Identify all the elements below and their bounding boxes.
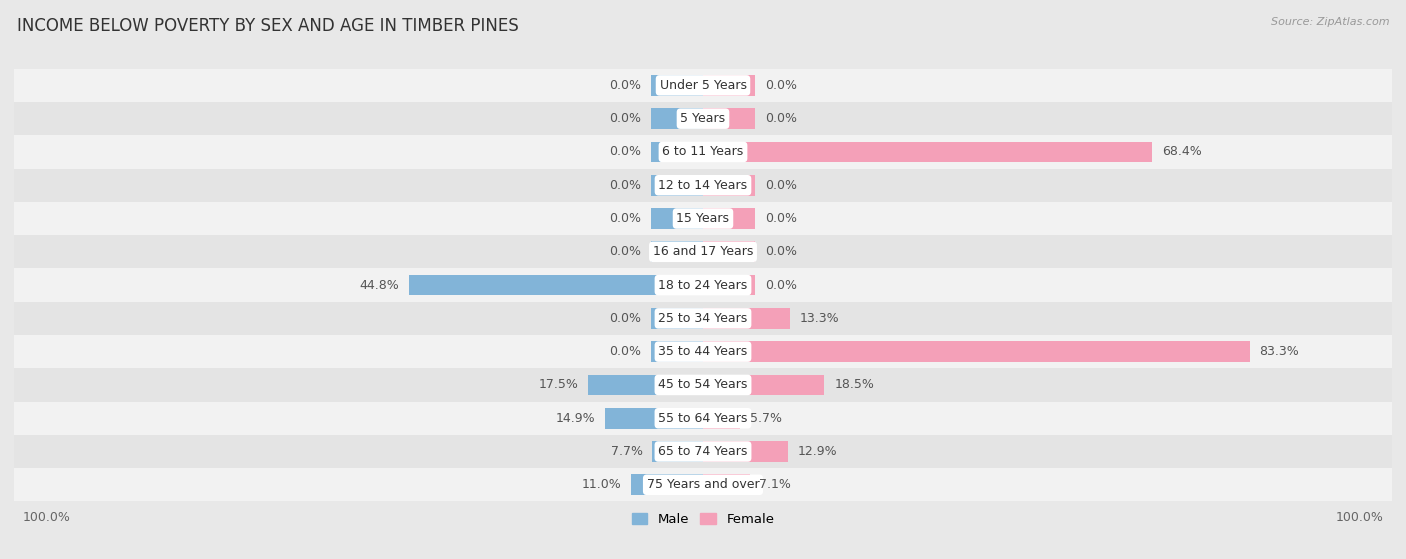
Bar — [605, 408, 703, 429]
Text: 0.0%: 0.0% — [609, 345, 641, 358]
Bar — [14, 368, 1392, 401]
Text: 68.4%: 68.4% — [1161, 145, 1201, 158]
Text: 35 to 44 Years: 35 to 44 Years — [658, 345, 748, 358]
Bar — [703, 75, 755, 96]
Bar — [14, 335, 1392, 368]
Text: 65 to 74 Years: 65 to 74 Years — [658, 445, 748, 458]
Bar — [14, 135, 1392, 169]
Bar — [651, 208, 703, 229]
Text: 13.3%: 13.3% — [800, 312, 839, 325]
Text: 44.8%: 44.8% — [360, 278, 399, 292]
Bar — [703, 342, 1250, 362]
Text: 25 to 34 Years: 25 to 34 Years — [658, 312, 748, 325]
Bar — [703, 208, 755, 229]
Text: 7.7%: 7.7% — [610, 445, 643, 458]
Text: 0.0%: 0.0% — [609, 179, 641, 192]
Bar — [652, 441, 703, 462]
Text: 0.0%: 0.0% — [609, 245, 641, 258]
Text: INCOME BELOW POVERTY BY SEX AND AGE IN TIMBER PINES: INCOME BELOW POVERTY BY SEX AND AGE IN T… — [17, 17, 519, 35]
Text: 15 Years: 15 Years — [676, 212, 730, 225]
Bar — [409, 275, 703, 295]
Text: 0.0%: 0.0% — [765, 179, 797, 192]
Bar — [651, 308, 703, 329]
Text: 0.0%: 0.0% — [609, 145, 641, 158]
Bar — [651, 175, 703, 196]
Text: 45 to 54 Years: 45 to 54 Years — [658, 378, 748, 391]
Bar — [14, 235, 1392, 268]
Bar — [14, 468, 1392, 501]
Text: 16 and 17 Years: 16 and 17 Years — [652, 245, 754, 258]
Bar — [703, 141, 1152, 162]
Bar — [14, 169, 1392, 202]
Text: Source: ZipAtlas.com: Source: ZipAtlas.com — [1271, 17, 1389, 27]
Bar — [14, 202, 1392, 235]
Bar — [14, 302, 1392, 335]
Text: 7.1%: 7.1% — [759, 479, 792, 491]
Bar — [703, 408, 741, 429]
Text: 0.0%: 0.0% — [609, 112, 641, 125]
Text: 75 Years and over: 75 Years and over — [647, 479, 759, 491]
Bar — [703, 375, 824, 395]
Text: 18 to 24 Years: 18 to 24 Years — [658, 278, 748, 292]
Bar — [14, 69, 1392, 102]
Bar — [14, 435, 1392, 468]
Bar — [703, 441, 787, 462]
Text: 5.7%: 5.7% — [751, 412, 782, 425]
Text: 14.9%: 14.9% — [555, 412, 595, 425]
Text: 5 Years: 5 Years — [681, 112, 725, 125]
Text: 17.5%: 17.5% — [538, 378, 578, 391]
Bar — [651, 75, 703, 96]
Text: 0.0%: 0.0% — [765, 212, 797, 225]
Bar — [631, 475, 703, 495]
Bar — [651, 141, 703, 162]
Bar — [14, 268, 1392, 302]
Text: 55 to 64 Years: 55 to 64 Years — [658, 412, 748, 425]
Bar — [651, 342, 703, 362]
Bar — [703, 275, 755, 295]
Text: 0.0%: 0.0% — [765, 79, 797, 92]
Text: 83.3%: 83.3% — [1260, 345, 1299, 358]
Bar — [703, 475, 749, 495]
Bar — [651, 108, 703, 129]
Text: 0.0%: 0.0% — [765, 112, 797, 125]
Text: 12.9%: 12.9% — [797, 445, 837, 458]
Bar — [703, 308, 790, 329]
Bar — [14, 401, 1392, 435]
Bar — [703, 241, 755, 262]
Text: 11.0%: 11.0% — [581, 479, 621, 491]
Bar — [703, 175, 755, 196]
Bar — [703, 108, 755, 129]
Bar — [14, 102, 1392, 135]
Text: 0.0%: 0.0% — [609, 312, 641, 325]
Text: 0.0%: 0.0% — [765, 245, 797, 258]
Text: 6 to 11 Years: 6 to 11 Years — [662, 145, 744, 158]
Text: 0.0%: 0.0% — [609, 212, 641, 225]
Legend: Male, Female: Male, Female — [626, 508, 780, 532]
Text: 0.0%: 0.0% — [765, 278, 797, 292]
Text: Under 5 Years: Under 5 Years — [659, 79, 747, 92]
Bar — [588, 375, 703, 395]
Text: 0.0%: 0.0% — [609, 79, 641, 92]
Text: 12 to 14 Years: 12 to 14 Years — [658, 179, 748, 192]
Bar — [651, 241, 703, 262]
Text: 18.5%: 18.5% — [834, 378, 875, 391]
